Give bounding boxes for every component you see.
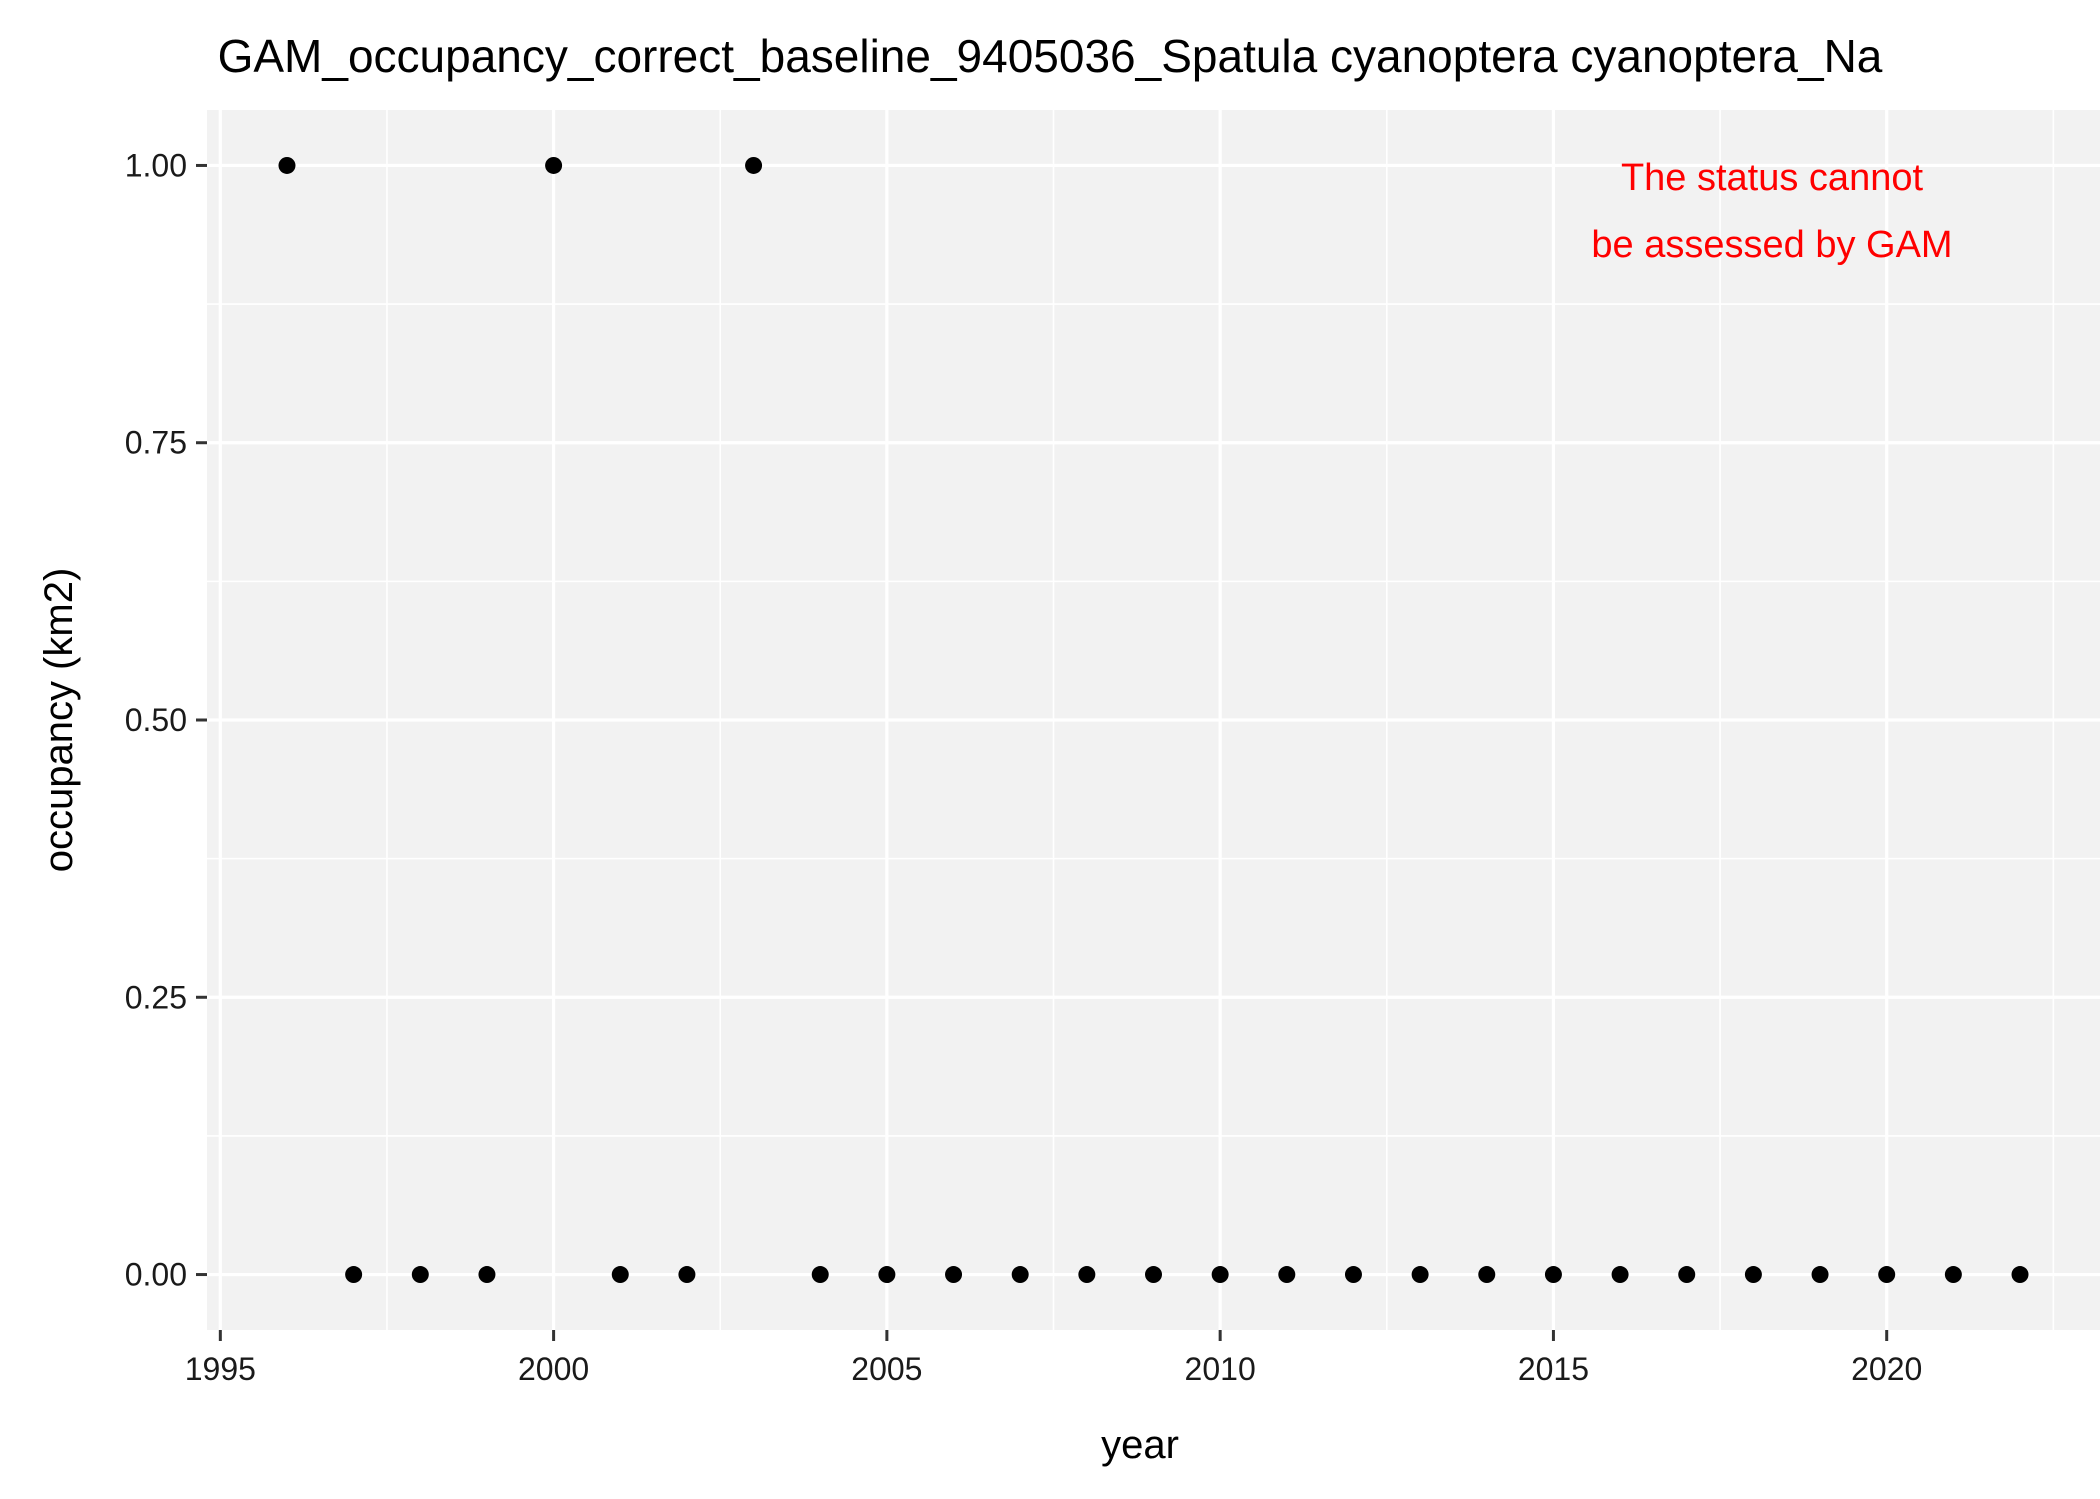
data-point [878,1266,896,1284]
data-point [1011,1266,1029,1284]
x-axis: 1995 2000 2005 2010 2015 2020 [185,1330,1922,1387]
data-point [811,1266,829,1284]
x-tick-label: 2005 [851,1351,922,1387]
y-axis: 0.00 0.25 0.50 0.75 1.00 [125,147,207,1293]
data-point [1344,1266,1362,1284]
y-tick-label: 0.50 [125,702,187,738]
data-point [1878,1266,1896,1284]
data-point [1211,1266,1229,1284]
annotation: The status cannot be assessed by GAM [1591,157,1952,266]
x-axis-title: year [1101,1423,1179,1467]
data-point [478,1266,496,1284]
x-tick-label: 1995 [185,1351,256,1387]
data-point [611,1266,629,1284]
data-point [2011,1266,2029,1284]
y-tick-label: 0.75 [125,425,187,461]
data-point [545,156,563,174]
x-tick-label: 2015 [1518,1351,1589,1387]
y-axis-title: occupancy (km2) [37,568,81,873]
data-point [1278,1266,1296,1284]
data-point [411,1266,429,1284]
data-point [1678,1266,1696,1284]
annotation-line: The status cannot [1621,157,1924,199]
y-tick-label: 0.00 [125,1257,187,1293]
data-points [278,156,2029,1284]
data-point [745,156,763,174]
data-point [278,156,296,174]
chart-title: GAM_occupancy_correct_baseline_9405036_S… [218,30,1883,82]
data-point [345,1266,363,1284]
data-point [945,1266,963,1284]
data-point [1811,1266,1829,1284]
x-tick-label: 2000 [518,1351,589,1387]
x-tick-label: 2010 [1185,1351,1256,1387]
annotation-line: be assessed by GAM [1591,224,1952,266]
y-tick-label: 1.00 [125,147,187,183]
grid-major [207,110,2100,1330]
data-point [678,1266,696,1284]
y-tick-label: 0.25 [125,979,187,1015]
data-point [1544,1266,1562,1284]
data-point [1611,1266,1629,1284]
data-point [1411,1266,1429,1284]
data-point [1145,1266,1162,1284]
data-point [1944,1266,1962,1284]
data-point [1078,1266,1096,1284]
data-point [1478,1266,1496,1284]
x-tick-label: 2020 [1851,1351,1922,1387]
data-point [1744,1266,1762,1284]
